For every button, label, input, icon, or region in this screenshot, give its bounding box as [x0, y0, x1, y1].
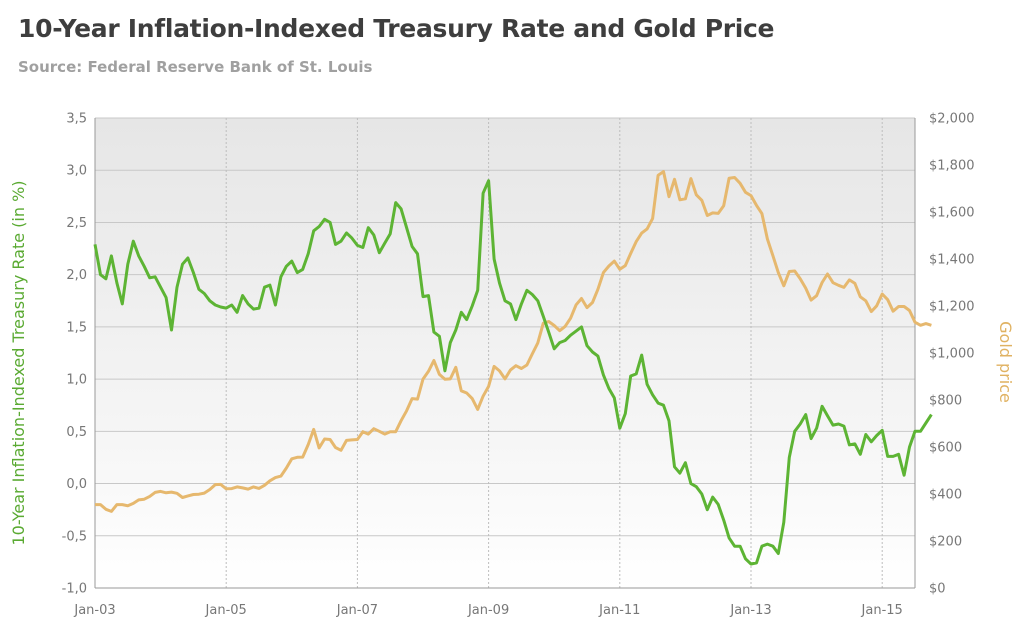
tick-labels: -1,0 -0,5 0,0 0,5 1,0 1,5 2,0 2,5 3,0 3,5 $0 $200 $4… [62, 112, 975, 619]
y-tick-label-right: $1,400 [929, 253, 975, 268]
y-tick-label-right: $2,000 [929, 112, 975, 127]
x-tick-label: Jan-03 [73, 603, 115, 618]
y-tick-label-left: 2,0 [66, 268, 87, 283]
y-tick-label-left: 2,5 [66, 216, 87, 231]
y-tick-label-right: $1,800 [929, 159, 975, 174]
axes [94, 118, 916, 589]
y-tick-label-left: 3,0 [66, 164, 87, 179]
y-tick-label-left: 1,5 [66, 320, 87, 335]
y-tick-label-left: 0,0 [66, 477, 87, 492]
series-treasury-rate [93, 179, 933, 566]
x-tick-label: Jan-05 [205, 603, 247, 618]
y-tick-label-left: -1,0 [62, 582, 87, 597]
y-tick-label-right: $1,000 [929, 347, 975, 362]
x-tick-label: Jan-09 [467, 603, 509, 618]
y-tick-label-right: $1,200 [929, 300, 975, 315]
y-tick-label-right: $200 [929, 535, 962, 550]
y-tick-label-right: $600 [929, 441, 962, 456]
y-tick-label-left: 0,5 [66, 425, 87, 440]
x-tick-label: Jan-13 [729, 603, 771, 618]
y-tick-label-left: -0,5 [62, 529, 87, 544]
series-lines [93, 170, 933, 566]
y-tick-label-right: $1,600 [929, 206, 975, 221]
series-gold-price [95, 170, 932, 513]
y-tick-label-left: 1,0 [66, 373, 87, 388]
x-tick-label: Jan-11 [598, 603, 640, 618]
x-tick-label: Jan-15 [861, 603, 903, 618]
chart-title: 10-Year Inflation-Indexed Treasury Rate … [18, 14, 775, 43]
y-axis-label-right: Gold price [996, 321, 1015, 403]
y-tick-label-left: 3,5 [66, 112, 87, 127]
y-axis-label-left: 10-Year Inflation-Indexed Treasury Rate … [9, 180, 28, 545]
y-tick-label-right: $0 [929, 582, 946, 597]
y-tick-label-right: $400 [929, 488, 962, 503]
plot-area [95, 118, 915, 588]
y-tick-label-right: $800 [929, 394, 962, 409]
chart-subtitle: Source: Federal Reserve Bank of St. Loui… [18, 58, 373, 76]
x-tick-label: Jan-07 [336, 603, 378, 618]
